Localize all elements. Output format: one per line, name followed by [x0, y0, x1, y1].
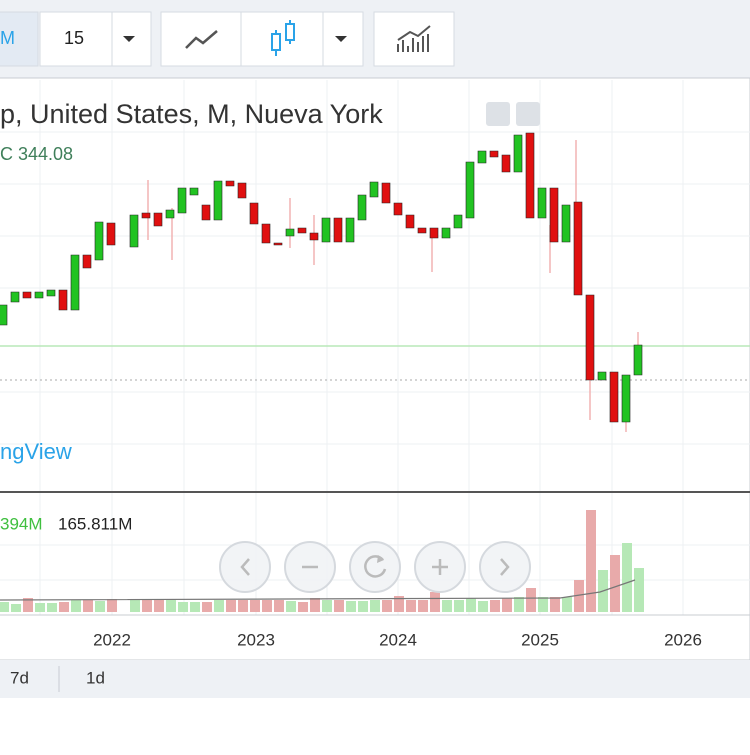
time-label: 2026: [664, 630, 702, 649]
line-style-button[interactable]: [160, 11, 242, 67]
candle-style-button[interactable]: [240, 11, 324, 67]
range-bar: [0, 660, 750, 698]
interval-value: 15: [64, 28, 84, 48]
candle-icon: [271, 33, 281, 51]
time-label: 2023: [237, 630, 275, 649]
nav-icons: [240, 555, 510, 578]
interval-button[interactable]: [0, 11, 39, 67]
scroll-left[interactable]: [219, 541, 271, 593]
dropdown-arrow: [123, 36, 135, 42]
dropdown-arrow: [335, 36, 347, 42]
settings-icon[interactable]: [516, 102, 540, 126]
candle-icon: [285, 23, 295, 41]
line-icon: [185, 30, 218, 49]
rising-candles: [0, 134, 643, 423]
visibility-icon[interactable]: [486, 102, 510, 126]
volume-average: 165.811M: [58, 514, 132, 533]
reset-arrow: [377, 555, 384, 563]
range-7d[interactable]: 7d: [10, 668, 29, 687]
reset[interactable]: [349, 541, 401, 593]
volume-ma: [0, 579, 636, 601]
watermark: ngView: [0, 439, 72, 464]
interval-label: M: [0, 28, 15, 48]
scroll-right[interactable]: [479, 541, 531, 593]
nav-buttons: [219, 541, 531, 593]
time-label: 2024: [379, 630, 417, 649]
time-label: 2025: [521, 630, 559, 649]
falling-candles: [22, 132, 619, 423]
time-label: 2022: [93, 630, 131, 649]
close-price: C 344.08: [0, 144, 73, 164]
range-1d[interactable]: 1d: [86, 668, 105, 687]
indicators-icon: [397, 25, 431, 52]
volume-value: 394M: [0, 514, 43, 533]
interval-input[interactable]: [39, 11, 113, 67]
chart-title: p, United States, M, Nueva York: [0, 99, 383, 129]
